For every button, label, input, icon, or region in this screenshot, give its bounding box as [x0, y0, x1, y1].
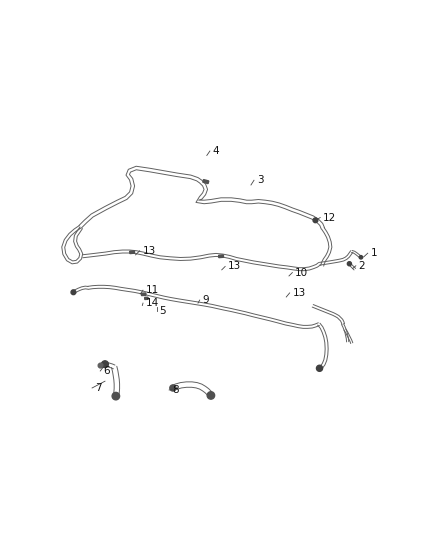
Text: 13: 13 [142, 246, 155, 256]
Text: 5: 5 [159, 305, 166, 316]
Text: 12: 12 [323, 213, 336, 223]
Text: 3: 3 [257, 175, 263, 185]
Circle shape [317, 365, 322, 372]
Text: 2: 2 [359, 261, 365, 271]
Text: 10: 10 [295, 268, 308, 278]
Circle shape [347, 262, 351, 266]
Bar [203, 180, 209, 183]
Text: 13: 13 [293, 288, 306, 298]
Bar [130, 251, 134, 254]
Circle shape [170, 385, 176, 391]
Text: 4: 4 [212, 146, 219, 156]
Circle shape [112, 392, 120, 400]
Bar [145, 297, 148, 300]
Text: 6: 6 [103, 366, 110, 376]
Circle shape [207, 392, 215, 399]
Text: 11: 11 [146, 285, 159, 295]
Bar [219, 255, 223, 257]
Circle shape [102, 361, 108, 368]
Bar [141, 293, 146, 296]
Text: 1: 1 [371, 248, 377, 258]
Circle shape [98, 363, 103, 368]
Text: 14: 14 [146, 298, 159, 308]
Text: 13: 13 [228, 262, 241, 271]
Circle shape [313, 218, 318, 223]
Text: 7: 7 [95, 383, 102, 393]
Text: 9: 9 [202, 295, 209, 305]
Circle shape [71, 290, 76, 295]
Circle shape [359, 256, 363, 259]
Text: 8: 8 [172, 385, 179, 395]
